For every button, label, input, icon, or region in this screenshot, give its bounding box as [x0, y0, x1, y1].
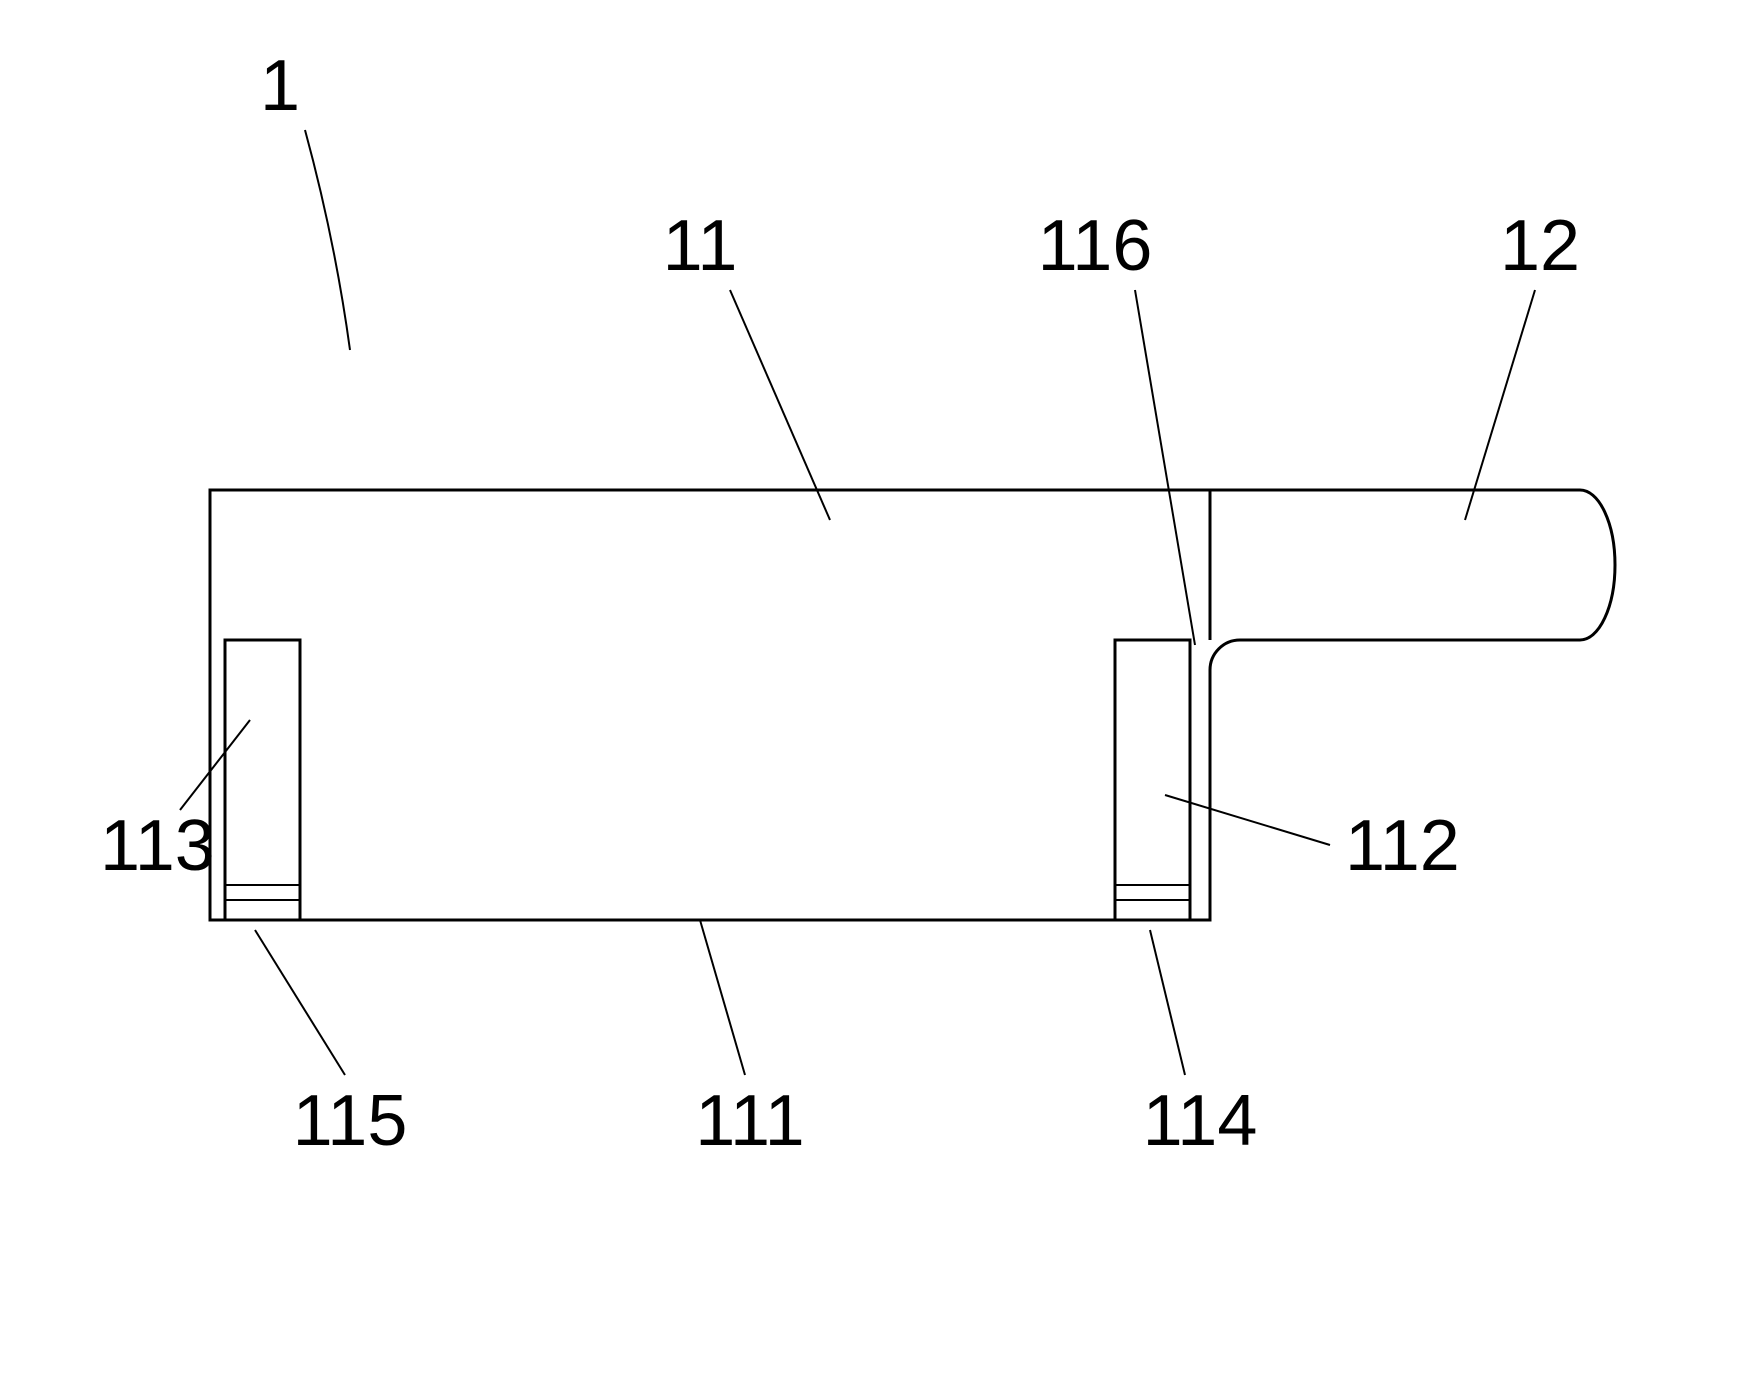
- label-l116: 116: [1038, 206, 1153, 286]
- label-l115: 115: [293, 1081, 408, 1161]
- label-l111: 111: [695, 1081, 804, 1161]
- label-l113: 113: [100, 806, 215, 886]
- leader-l116: [1135, 290, 1195, 645]
- leader-l1: [305, 130, 350, 350]
- leader-l111: [700, 920, 745, 1075]
- label-l11: 11: [663, 206, 738, 286]
- label-l114: 114: [1143, 1081, 1258, 1161]
- leg-left: [225, 640, 300, 920]
- leg-right: [1115, 640, 1190, 920]
- leader-l113: [180, 720, 250, 810]
- annotations: 11111612113112115111114: [100, 46, 1580, 1161]
- leader-l12: [1465, 290, 1535, 520]
- label-l12: 12: [1500, 206, 1580, 286]
- leader-l115: [255, 930, 345, 1075]
- leader-l114: [1150, 930, 1185, 1075]
- label-l112: 112: [1345, 806, 1460, 886]
- label-l1: 1: [260, 46, 300, 126]
- leader-l11: [730, 290, 830, 520]
